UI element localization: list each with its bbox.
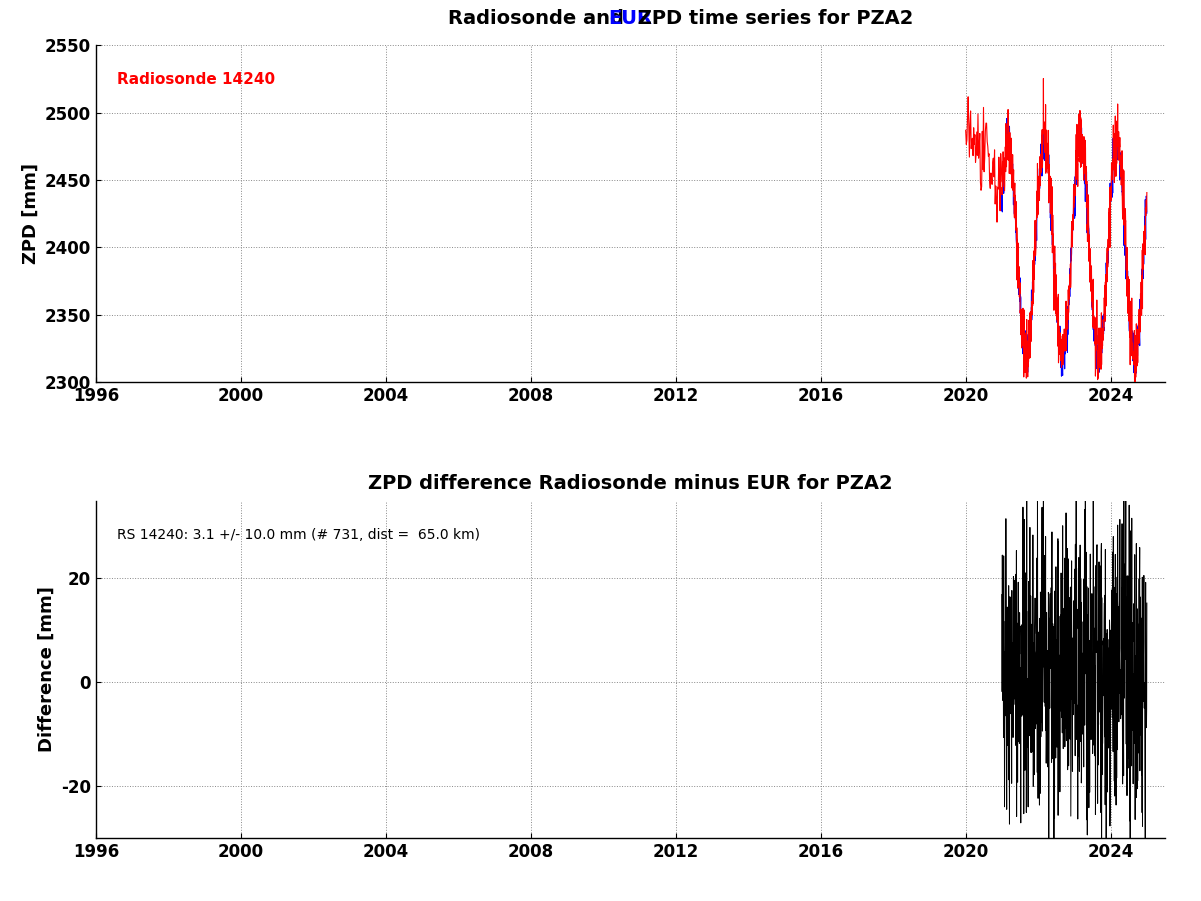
- Text: RS 14240: 3.1 +/- 10.0 mm (# 731, dist =  65.0 km): RS 14240: 3.1 +/- 10.0 mm (# 731, dist =…: [118, 527, 480, 542]
- Text: Radiosonde and: Radiosonde and: [448, 9, 631, 28]
- Text: ZPD time series for PZA2: ZPD time series for PZA2: [631, 9, 913, 28]
- Y-axis label: Difference [mm]: Difference [mm]: [37, 587, 55, 752]
- Y-axis label: ZPD [mm]: ZPD [mm]: [22, 163, 40, 264]
- Text: Radiosonde 14240: Radiosonde 14240: [118, 72, 275, 87]
- Title: ZPD difference Radiosonde minus EUR for PZA2: ZPD difference Radiosonde minus EUR for …: [369, 475, 892, 494]
- Text: EUR: EUR: [609, 9, 652, 28]
